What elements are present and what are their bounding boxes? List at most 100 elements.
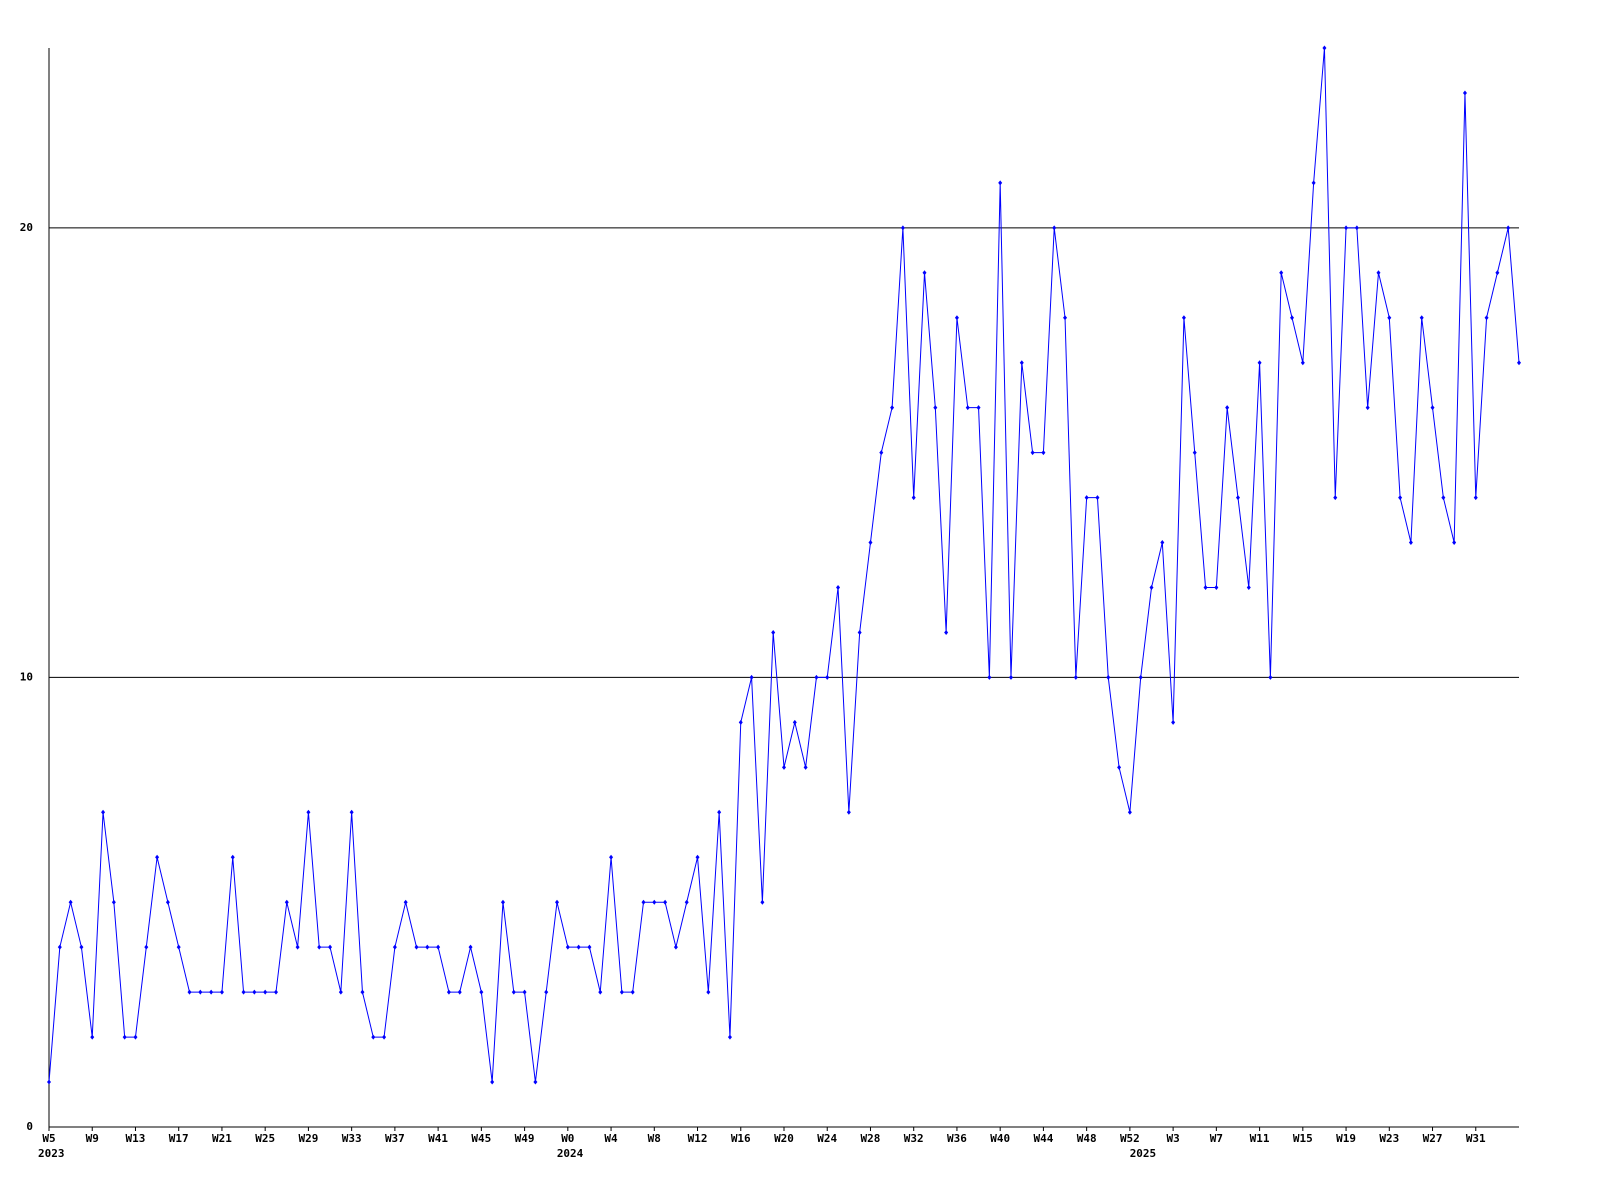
point <box>890 405 895 411</box>
point <box>814 674 819 680</box>
point <box>295 944 300 950</box>
point <box>1344 225 1349 231</box>
x-tick-label: W20 <box>774 1132 794 1145</box>
point <box>1279 270 1284 276</box>
point <box>1117 764 1122 770</box>
x-tick-label: W45 <box>471 1132 491 1145</box>
point <box>241 989 246 995</box>
point <box>673 944 678 950</box>
point <box>911 495 916 501</box>
y-tick-label: 0 <box>26 1120 33 1133</box>
point <box>252 989 257 995</box>
point <box>771 629 776 635</box>
point <box>1052 225 1057 231</box>
point <box>1398 495 1403 501</box>
x-tick-label: W15 <box>1293 1132 1313 1145</box>
point <box>803 764 808 770</box>
point <box>1138 674 1143 680</box>
point <box>706 989 711 995</box>
point <box>857 629 862 635</box>
point <box>1030 450 1035 456</box>
point <box>165 899 170 905</box>
point <box>1333 495 1338 501</box>
point <box>922 270 927 276</box>
y-tick-label: 20 <box>20 221 33 234</box>
point <box>1322 45 1327 51</box>
point <box>782 764 786 770</box>
x-tick-label: W16 <box>731 1132 751 1145</box>
x-tick-label: W9 <box>86 1132 99 1145</box>
point <box>652 899 657 905</box>
point <box>414 944 419 950</box>
point <box>511 989 516 995</box>
x-tick-label: W12 <box>688 1132 708 1145</box>
point <box>1441 495 1446 501</box>
x-tick-label: W4 <box>604 1132 618 1145</box>
point <box>446 989 451 995</box>
point <box>868 540 873 546</box>
point <box>641 899 646 905</box>
x-tick-label: W37 <box>385 1132 405 1145</box>
point <box>630 989 635 995</box>
x-tick-label: W41 <box>428 1132 448 1145</box>
x-tick-label: W31 <box>1466 1132 1486 1145</box>
point <box>382 1034 387 1040</box>
point <box>306 809 311 815</box>
point <box>998 180 1003 186</box>
point <box>317 944 322 950</box>
point <box>1041 450 1046 456</box>
point <box>1484 315 1489 321</box>
point <box>133 1034 138 1040</box>
point <box>1495 270 1500 276</box>
point <box>1008 674 1013 680</box>
point <box>1203 585 1208 590</box>
point <box>738 719 743 725</box>
x-tick-label: W5 <box>42 1132 55 1145</box>
point <box>1300 360 1305 366</box>
point <box>695 854 700 860</box>
point <box>1246 585 1251 590</box>
point <box>749 674 754 680</box>
point <box>219 989 224 995</box>
x-tick-label: W19 <box>1336 1132 1356 1145</box>
point <box>1235 495 1240 501</box>
x-tick-label: W52 <box>1120 1132 1140 1145</box>
point <box>1160 540 1165 546</box>
point <box>1517 360 1521 366</box>
point <box>792 719 797 725</box>
point <box>1473 495 1478 501</box>
x-tick-label: W11 <box>1250 1132 1270 1145</box>
point <box>1063 315 1068 321</box>
point <box>392 944 397 950</box>
point <box>555 899 560 905</box>
point <box>349 809 354 815</box>
point <box>825 674 830 680</box>
point <box>976 405 981 411</box>
point <box>684 899 689 905</box>
point <box>1311 180 1316 186</box>
point <box>79 944 84 950</box>
point <box>1214 585 1219 590</box>
point <box>338 989 343 995</box>
point <box>230 854 235 860</box>
point <box>68 899 73 905</box>
point <box>1430 405 1435 411</box>
point <box>846 809 851 815</box>
year-label: 2023 <box>38 1147 65 1160</box>
point <box>1268 674 1273 680</box>
point <box>609 854 614 860</box>
x-tick-label: W44 <box>1033 1132 1053 1145</box>
point <box>101 809 106 815</box>
point <box>1462 90 1467 96</box>
point <box>717 809 722 815</box>
x-tick-label: W23 <box>1379 1132 1399 1145</box>
point <box>727 1034 732 1040</box>
point <box>1127 809 1132 815</box>
point <box>436 944 441 950</box>
x-tick-label: W13 <box>126 1132 146 1145</box>
x-tick-label: W49 <box>515 1132 535 1145</box>
point <box>403 899 408 905</box>
x-tick-label: W40 <box>990 1132 1010 1145</box>
x-tick-label: W33 <box>342 1132 362 1145</box>
